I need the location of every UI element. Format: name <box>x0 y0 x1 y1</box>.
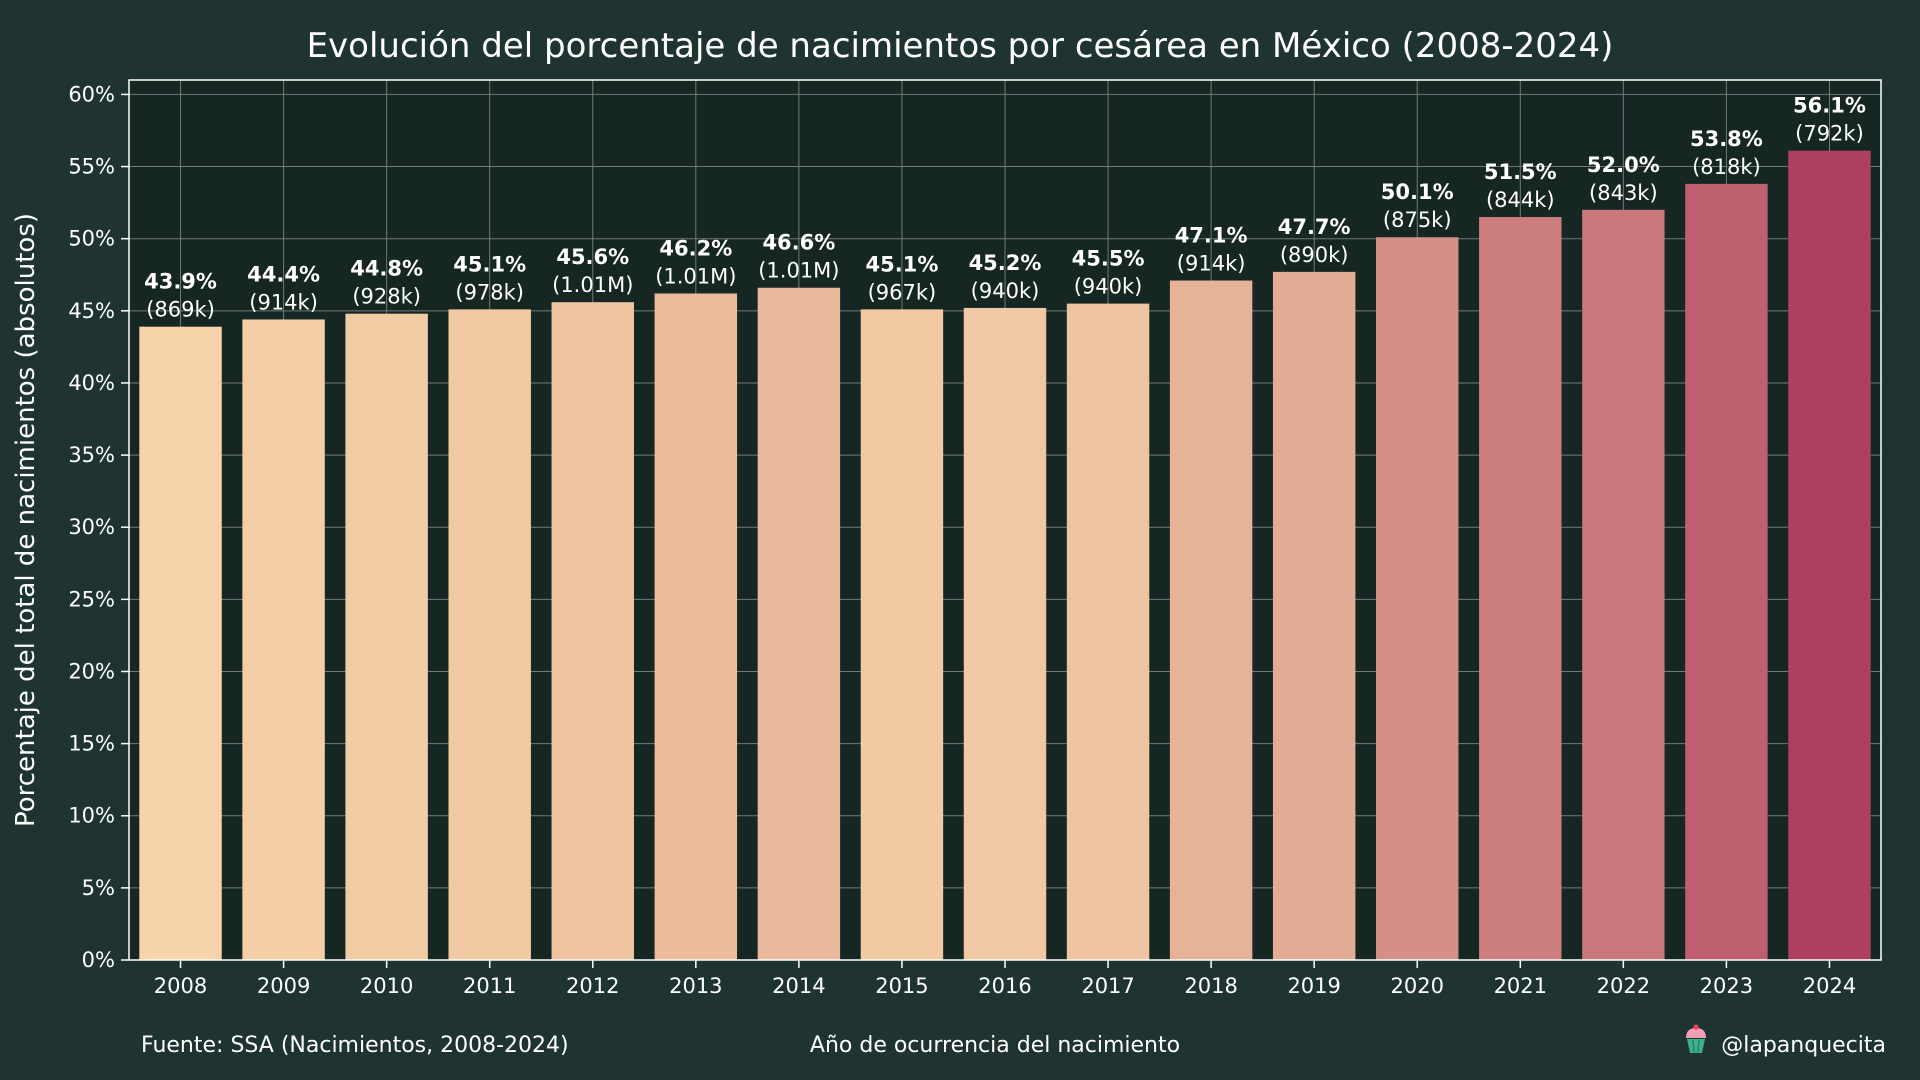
x-tick-label: 2024 <box>1803 974 1856 998</box>
y-axis-ticks: 0% 5% 10% 15% 20% 25% 30% 35% 40% 45% 50% 55% 60% <box>68 82 129 972</box>
credit-handle: @lapanquecita <box>1721 1033 1886 1058</box>
y-tick-label: 20% <box>68 659 115 683</box>
x-tick-label: 2013 <box>669 974 722 998</box>
bar-2015 <box>860 309 944 960</box>
absolute-label: (875k) <box>1383 208 1452 232</box>
x-axis-ticks: 2008 2009 2010 2011 2012 2013 2014 2015 2016 2017… <box>154 960 1856 998</box>
bar-2011 <box>448 309 531 960</box>
bar-2012 <box>551 302 634 960</box>
value-label: 45.5% <box>1072 247 1145 271</box>
bar-2018 <box>1169 280 1253 960</box>
absolute-label: (1.01M) <box>552 273 633 297</box>
bar-2022 <box>1582 209 1665 960</box>
data-labels: 43.9% (869k) 44.4% (914k) 44.8% (928k) 45.1% (9… <box>144 94 1866 322</box>
absolute-label: (869k) <box>146 298 215 322</box>
y-tick-label: 15% <box>68 732 115 756</box>
x-tick-label: 2009 <box>257 974 310 998</box>
y-tick-label: 55% <box>68 155 115 179</box>
absolute-label: (914k) <box>1177 252 1246 276</box>
value-label: 45.2% <box>969 251 1042 275</box>
x-tick-label: 2020 <box>1391 974 1444 998</box>
x-tick-label: 2016 <box>978 974 1031 998</box>
absolute-label: (940k) <box>1074 275 1143 299</box>
x-tick-label: 2022 <box>1597 974 1650 998</box>
bar-2024 <box>1788 150 1871 960</box>
bar-2021 <box>1479 217 1562 960</box>
x-axis-label: Año de ocurrencia del nacimiento <box>810 1033 1180 1058</box>
value-label: 44.4% <box>247 262 320 286</box>
chart-title: Evolución del porcentaje de nacimientos … <box>307 26 1614 66</box>
y-tick-label: 25% <box>68 587 115 611</box>
x-tick-label: 2017 <box>1081 974 1134 998</box>
value-label: 51.5% <box>1484 160 1557 184</box>
absolute-label: (1.01M) <box>655 265 736 289</box>
x-tick-label: 2019 <box>1287 974 1340 998</box>
bar-2017 <box>1066 303 1150 960</box>
absolute-label: (844k) <box>1486 188 1555 212</box>
y-tick-label: 35% <box>68 443 115 467</box>
absolute-label: (940k) <box>971 279 1040 303</box>
value-label: 43.9% <box>144 270 217 294</box>
absolute-label: (818k) <box>1692 155 1761 179</box>
y-tick-label: 60% <box>68 82 115 106</box>
absolute-label: (1.01M) <box>758 259 839 283</box>
bar-2023 <box>1685 183 1768 961</box>
bar-2013 <box>654 293 738 961</box>
value-label: 46.6% <box>762 231 835 255</box>
x-tick-label: 2008 <box>154 974 207 998</box>
y-tick-label: 45% <box>68 299 115 323</box>
absolute-label: (792k) <box>1795 122 1864 146</box>
source-note: Fuente: SSA (Nacimientos, 2008-2024) <box>141 1033 569 1058</box>
bar-2020 <box>1376 237 1459 960</box>
absolute-label: (928k) <box>352 285 421 309</box>
y-tick-label: 50% <box>68 227 115 251</box>
value-label: 52.0% <box>1587 153 1660 177</box>
value-label: 56.1% <box>1793 94 1866 118</box>
bar-2008 <box>139 326 222 960</box>
value-label: 47.1% <box>1175 224 1248 248</box>
bar-2009 <box>242 319 325 960</box>
y-tick-label: 30% <box>68 515 115 539</box>
x-tick-label: 2018 <box>1184 974 1237 998</box>
absolute-label: (843k) <box>1589 181 1658 205</box>
x-tick-label: 2021 <box>1494 974 1547 998</box>
absolute-label: (967k) <box>868 280 937 304</box>
x-tick-label: 2011 <box>463 974 516 998</box>
x-tick-label: 2023 <box>1700 974 1753 998</box>
value-label: 45.1% <box>866 252 939 276</box>
absolute-label: (978k) <box>455 280 524 304</box>
y-tick-label: 5% <box>82 876 115 900</box>
x-tick-label: 2012 <box>566 974 619 998</box>
bar-2019 <box>1272 271 1356 960</box>
bar-2014 <box>757 287 841 961</box>
y-tick-label: 10% <box>68 804 115 828</box>
y-axis-label: Porcentaje del total de nacimientos (abs… <box>11 213 41 827</box>
y-tick-label: 40% <box>68 371 115 395</box>
value-label: 46.2% <box>659 237 732 261</box>
bar-2016 <box>963 307 1047 960</box>
bars <box>139 150 1871 961</box>
value-label: 47.7% <box>1278 215 1351 239</box>
value-label: 53.8% <box>1690 127 1763 151</box>
value-label: 44.8% <box>350 257 423 281</box>
x-tick-label: 2015 <box>875 974 928 998</box>
bar-2010 <box>345 313 428 960</box>
absolute-label: (914k) <box>249 290 318 314</box>
x-tick-label: 2010 <box>360 974 413 998</box>
value-label: 45.6% <box>556 245 629 269</box>
cupcake-icon <box>1686 1024 1706 1053</box>
value-label: 50.1% <box>1381 180 1454 204</box>
y-tick-label: 0% <box>82 948 115 972</box>
value-label: 45.1% <box>453 252 526 276</box>
x-tick-label: 2014 <box>772 974 825 998</box>
absolute-label: (890k) <box>1280 243 1349 267</box>
